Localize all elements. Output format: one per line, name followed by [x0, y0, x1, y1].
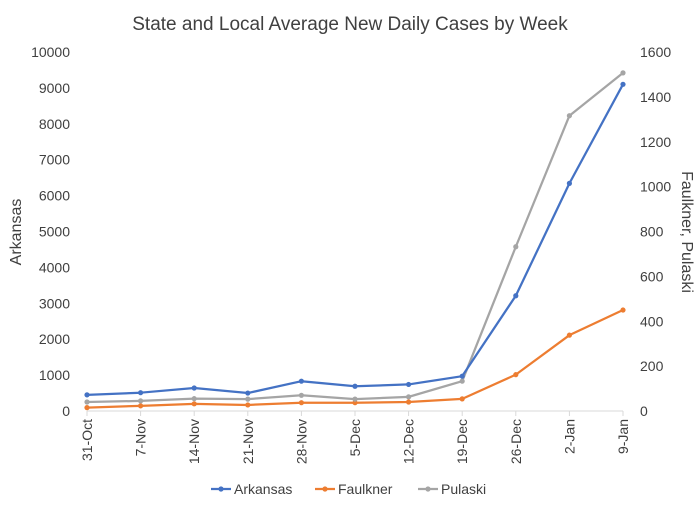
y-axis-title-right: Faulkner, Pulaski	[678, 171, 695, 293]
data-point-pulaski	[138, 398, 144, 404]
x-tick-label: 21-Nov	[240, 419, 256, 464]
x-tick-label: 14-Nov	[186, 419, 202, 464]
legend-item-arkansas: Arkansas	[211, 481, 292, 497]
y-axis-title-left: Arkansas	[8, 199, 25, 266]
chart-title: State and Local Average New Daily Cases …	[132, 14, 568, 35]
y-tick-label-right: 400	[640, 313, 664, 329]
data-point-arkansas	[513, 293, 519, 299]
legend-label: Arkansas	[234, 481, 292, 497]
data-point-pulaski	[352, 396, 358, 402]
data-point-faulkner	[459, 396, 465, 402]
y-tick-label-right: 800	[640, 224, 664, 240]
y-tick-label-right: 1600	[640, 44, 671, 60]
y-tick-label-right: 0	[640, 403, 648, 419]
legend-item-faulkner: Faulkner	[315, 481, 393, 497]
data-point-faulkner	[138, 403, 144, 409]
series-line-arkansas	[86, 83, 624, 396]
data-point-pulaski	[245, 396, 251, 402]
data-point-pulaski	[84, 399, 90, 405]
data-point-pulaski	[191, 396, 197, 402]
axes: 0100020003000400050006000700080009000100…	[31, 44, 671, 464]
y-tick-label-left: 3000	[39, 295, 70, 311]
data-point-arkansas	[298, 378, 304, 384]
y-tick-label-left: 8000	[39, 116, 70, 132]
y-tick-label-right: 1400	[640, 89, 671, 105]
data-point-arkansas	[245, 390, 251, 396]
legend-label: Faulkner	[338, 481, 393, 497]
x-tick-label: 28-Nov	[293, 419, 309, 464]
legend-swatch-marker	[425, 486, 431, 492]
data-point-arkansas	[191, 385, 197, 391]
data-point-faulkner	[406, 399, 412, 405]
y-tick-label-right: 600	[640, 268, 664, 284]
y-tick-label-right: 1200	[640, 134, 671, 150]
x-tick-label: 12-Dec	[401, 419, 417, 464]
legend-label: Pulaski	[441, 481, 486, 497]
y-tick-label-left: 4000	[39, 259, 70, 275]
x-tick-label: 9-Jan	[615, 419, 631, 454]
legend-swatch-marker	[322, 486, 328, 492]
series-line-faulkner	[86, 309, 624, 409]
data-point-faulkner	[620, 307, 626, 313]
x-tick-label: 31-Oct	[79, 419, 95, 461]
x-tick-label: 26-Dec	[508, 419, 524, 464]
y-tick-label-left: 6000	[39, 188, 70, 204]
data-point-arkansas	[138, 390, 144, 396]
data-point-faulkner	[566, 332, 573, 338]
series-layer	[84, 70, 626, 411]
data-point-pulaski	[566, 113, 573, 119]
data-point-pulaski	[459, 378, 465, 384]
y-tick-label-left: 2000	[39, 331, 70, 347]
y-tick-label-right: 1000	[640, 179, 671, 195]
data-point-faulkner	[191, 401, 197, 407]
x-tick-label: 2-Jan	[561, 419, 577, 454]
x-tick-label: 5-Dec	[347, 419, 363, 456]
y-tick-label-left: 1000	[39, 367, 70, 383]
data-point-arkansas	[352, 383, 358, 389]
legend-swatch-marker	[218, 486, 224, 492]
x-tick-label: 7-Nov	[133, 419, 149, 456]
data-point-faulkner	[84, 405, 90, 411]
data-point-faulkner	[352, 400, 358, 406]
data-point-arkansas	[566, 180, 573, 186]
data-point-pulaski	[406, 394, 412, 400]
data-point-pulaski	[298, 392, 304, 398]
data-point-faulkner	[513, 372, 519, 378]
data-point-faulkner	[298, 400, 304, 406]
y-tick-label-right: 200	[640, 358, 664, 374]
data-point-pulaski	[513, 244, 519, 250]
data-point-arkansas	[406, 381, 412, 388]
data-point-faulkner	[245, 402, 251, 408]
legend: Arkansas Faulkner Pulaski	[211, 481, 486, 497]
y-tick-label-left: 5000	[39, 224, 70, 240]
y-tick-label-left: 0	[62, 403, 70, 419]
data-point-arkansas	[459, 373, 465, 379]
y-tick-label-left: 9000	[39, 80, 70, 96]
data-point-arkansas	[84, 392, 90, 398]
data-point-pulaski	[620, 70, 626, 76]
data-point-arkansas	[620, 81, 626, 87]
legend-item-pulaski: Pulaski	[418, 481, 486, 497]
y-tick-label-left: 10000	[31, 44, 70, 60]
x-tick-label: 19-Dec	[454, 419, 470, 464]
y-tick-label-left: 7000	[39, 152, 70, 168]
